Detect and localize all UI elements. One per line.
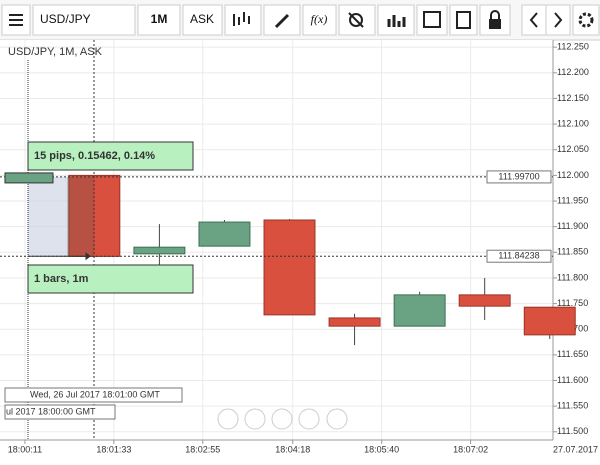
measure-box <box>27 141 194 171</box>
back-button[interactable] <box>521 4 547 36</box>
price-label: 111.99700 <box>498 171 539 181</box>
nav-zoom-in[interactable] <box>298 408 320 430</box>
nav-left[interactable] <box>217 408 239 430</box>
symbol-select[interactable]: USD/JPY <box>32 4 136 36</box>
y-tick-label: 111.550 <box>557 401 588 411</box>
y-tick-label: 112.200 <box>557 67 589 77</box>
time-label-box <box>4 387 183 403</box>
side: ASK <box>190 12 214 26</box>
forward-button[interactable] <box>545 4 571 36</box>
draw-button[interactable] <box>263 4 301 36</box>
navigator <box>217 408 348 430</box>
y-tick-label: 112.150 <box>557 93 589 103</box>
chart-type-button[interactable] <box>224 4 262 36</box>
lock-button[interactable] <box>479 4 511 36</box>
crosshair-button[interactable] <box>338 4 376 36</box>
candle-body <box>328 317 381 327</box>
candle-body <box>458 294 511 307</box>
candle-body <box>198 221 251 247</box>
y-tick-label: 112.000 <box>557 170 589 180</box>
measure-text: 1 bars, 1m <box>34 273 89 285</box>
measure-arrow <box>28 252 92 261</box>
y-tick-label: 111.750 <box>557 298 588 308</box>
y-tick-label: 112.100 <box>557 118 589 128</box>
y-tick-label: 111.800 <box>557 272 588 282</box>
calendar-button[interactable] <box>416 4 448 36</box>
time-label: Wed, 26 Jul 2017 18:01:00 GMT <box>30 389 160 399</box>
indicator-button[interactable]: f(x) <box>302 4 337 36</box>
y-tick-label: 111.850 <box>557 247 588 257</box>
candle-body <box>263 219 316 316</box>
time-label-box <box>4 404 116 420</box>
y-tick-label: 111.950 <box>557 195 588 205</box>
measure-box <box>27 264 194 294</box>
y-tick-label: 111.600 <box>557 375 588 385</box>
candle-body <box>393 294 446 327</box>
fx: f(x) <box>311 12 328 26</box>
x-tick-label: 18:00:11 <box>8 444 42 454</box>
calculator-button[interactable] <box>449 4 478 36</box>
x-tick-label: 18:07:02 <box>453 444 488 454</box>
side-select[interactable]: ASK <box>182 4 223 36</box>
volume-button[interactable] <box>377 4 415 36</box>
time-label: ul 2017 18:00:00 GMT <box>6 406 96 416</box>
y-tick-label: 112.050 <box>557 144 589 154</box>
nav-zoom-out[interactable] <box>244 408 266 430</box>
x-tick-label: 18:01:33 <box>96 444 131 454</box>
symbol: USD/JPY <box>40 12 91 26</box>
date-label: 27.07.2017 <box>553 444 598 454</box>
nav-right[interactable] <box>326 408 348 430</box>
candle-body <box>133 246 186 255</box>
candle-body <box>523 306 576 336</box>
period: 1M <box>151 12 168 26</box>
menu-button[interactable] <box>1 4 31 36</box>
y-tick-label: 111.650 <box>557 349 588 359</box>
x-tick-label: 18:04:18 <box>275 444 310 454</box>
y-tick-label: 111.900 <box>557 221 588 231</box>
price-label-box <box>486 170 552 184</box>
plot: 111.500111.550111.600111.650111.700111.7… <box>0 40 598 454</box>
y-tick-label: 112.250 <box>557 42 589 52</box>
measure-shade <box>67 176 94 257</box>
period-select[interactable]: 1M <box>137 4 181 36</box>
nav-reset[interactable] <box>271 408 293 430</box>
price-label-box <box>486 249 552 263</box>
x-tick-label: 18:02:55 <box>185 444 220 454</box>
x-tick-label: 18:05:40 <box>364 444 399 454</box>
settings-button[interactable] <box>572 4 600 36</box>
price-label: 111.84238 <box>498 251 539 261</box>
cursor-price-box <box>4 172 54 184</box>
y-tick-label: 111.500 <box>557 426 588 436</box>
chart-title: USD/JPY, 1M, ASK <box>8 46 103 58</box>
toolbar: USD/JPY 1M ASK f(x) <box>0 0 600 41</box>
measure-text: 15 pips, 0.15462, 0.14% <box>34 150 155 162</box>
